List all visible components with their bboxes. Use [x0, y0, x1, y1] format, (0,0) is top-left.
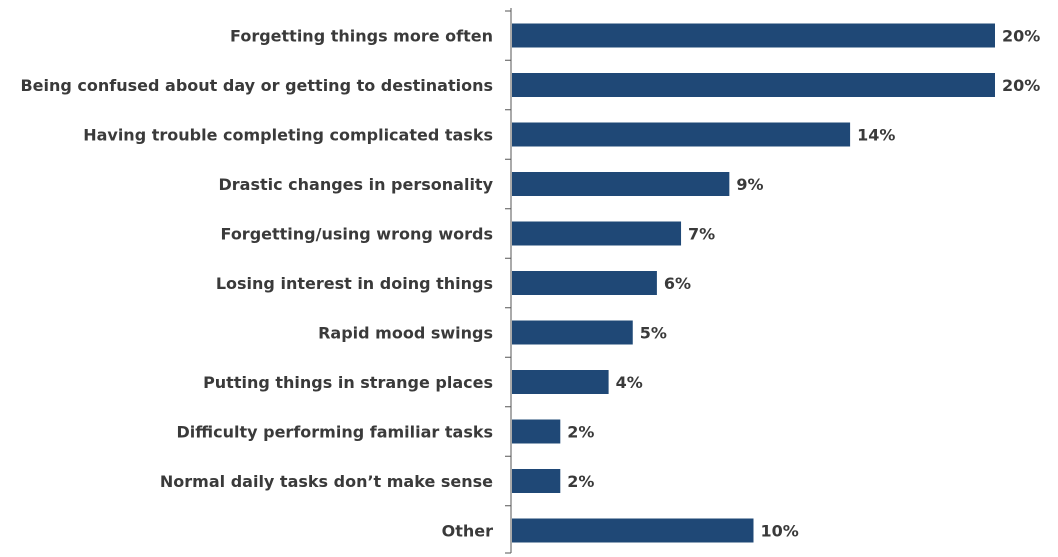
data-label: 14%: [857, 126, 895, 145]
data-label: 6%: [664, 274, 691, 293]
bar-rapid-mood-swings: [512, 320, 633, 345]
category-label: Difficulty performing familiar tasks: [177, 423, 494, 442]
bar-forgetting-using-wrong-words: [512, 221, 682, 246]
bar-having-trouble-completing-complicated-tasks: [512, 122, 851, 147]
bars-layer: [512, 23, 995, 543]
bar-difficulty-performing-familiar-tasks: [512, 419, 561, 444]
category-label: Having trouble completing complicated ta…: [83, 126, 493, 145]
category-label: Losing interest in doing things: [216, 274, 493, 293]
bar-forgetting-things-more-often: [512, 23, 995, 48]
category-label: Forgetting/using wrong words: [221, 225, 493, 244]
data-label: 7%: [688, 225, 715, 244]
data-label: 2%: [567, 423, 594, 442]
data-label: 20%: [1002, 27, 1040, 46]
bar-losing-interest-in-doing-things: [512, 271, 657, 295]
category-axis: [505, 8, 512, 554]
bar-other: [512, 518, 754, 543]
data-label: 10%: [761, 522, 799, 541]
bar-putting-things-in-strange-places: [512, 370, 609, 394]
bar-drastic-changes-in-personality: [512, 172, 730, 196]
category-label: Rapid mood swings: [318, 324, 493, 343]
data-label: 20%: [1002, 76, 1040, 95]
data-label: 2%: [567, 472, 594, 491]
labels-layer: Forgetting things more often 20% Being con…: [20, 27, 1040, 541]
bar-being-confused-about-day-or-getting-to-destinations: [512, 73, 995, 97]
data-label: 9%: [736, 175, 763, 194]
category-label: Putting things in strange places: [203, 373, 493, 392]
bar-normal-daily-tasks-don-t-make-sense: [512, 469, 561, 493]
data-label: 4%: [616, 373, 643, 392]
category-label: Other: [442, 522, 493, 541]
category-label: Normal daily tasks don’t make sense: [160, 472, 493, 491]
data-label: 5%: [640, 324, 667, 343]
category-label: Being confused about day or getting to d…: [20, 76, 493, 95]
category-label: Drastic changes in personality: [218, 175, 493, 194]
category-label: Forgetting things more often: [230, 27, 493, 46]
